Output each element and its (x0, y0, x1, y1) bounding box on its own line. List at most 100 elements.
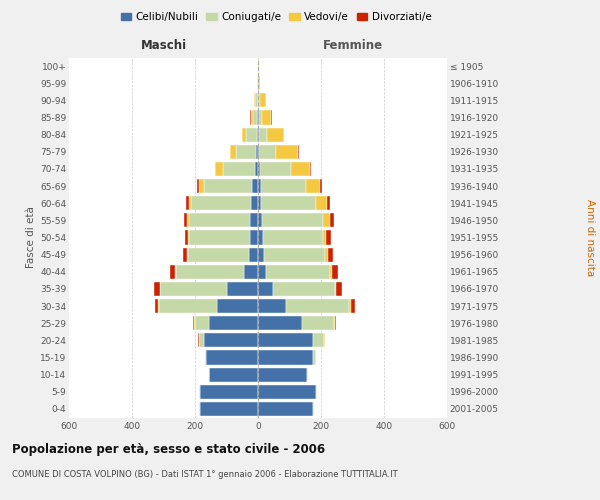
Bar (263, 248, 325, 262)
Bar (258, 248, 263, 262)
Bar (261, 196, 316, 210)
Bar (203, 179, 253, 193)
Bar (266, 265, 331, 279)
Bar (258, 368, 307, 382)
Bar (160, 282, 227, 296)
Bar (335, 282, 336, 296)
Bar (175, 265, 176, 279)
Bar (258, 230, 263, 244)
Bar (260, 179, 306, 193)
Bar (258, 196, 261, 210)
Bar (313, 334, 324, 347)
Bar (186, 196, 188, 210)
Bar (227, 282, 258, 296)
Bar (206, 350, 258, 364)
Legend: Celibi/Nubili, Coniugati/e, Vedovi/e, Divorziati/e: Celibi/Nubili, Coniugati/e, Vedovi/e, Di… (116, 8, 436, 26)
Bar (276, 145, 298, 159)
Bar (258, 162, 260, 176)
Bar (286, 299, 349, 313)
Bar (184, 214, 187, 228)
Bar (188, 196, 191, 210)
Bar (199, 402, 200, 416)
Bar (258, 214, 262, 228)
Bar (258, 316, 302, 330)
Bar (199, 179, 203, 193)
Bar (200, 402, 258, 416)
Bar (191, 196, 251, 210)
Bar (258, 59, 259, 73)
Bar (197, 179, 199, 193)
Bar (307, 368, 308, 382)
Bar (250, 230, 258, 244)
Bar (349, 299, 351, 313)
Bar (185, 230, 188, 244)
Text: COMUNE DI COSTA VOLPINO (BG) - Dati ISTAT 1° gennaio 2006 - Elaborazione TUTTITA: COMUNE DI COSTA VOLPINO (BG) - Dati ISTA… (12, 470, 398, 479)
Bar (306, 179, 320, 193)
Bar (259, 128, 266, 141)
Bar (187, 248, 188, 262)
Bar (188, 230, 250, 244)
Bar (262, 110, 271, 124)
Bar (258, 350, 313, 364)
Bar (199, 385, 200, 399)
Y-axis label: Fasce di età: Fasce di età (26, 206, 36, 268)
Bar (253, 179, 258, 193)
Bar (258, 402, 313, 416)
Bar (199, 334, 205, 347)
Bar (336, 282, 342, 296)
Bar (258, 385, 316, 399)
Bar (259, 76, 260, 90)
Bar (328, 196, 331, 210)
Bar (258, 334, 313, 347)
Bar (195, 316, 209, 330)
Bar (244, 265, 258, 279)
Bar (258, 128, 259, 141)
Bar (215, 162, 223, 176)
Bar (254, 94, 255, 108)
Bar (260, 94, 266, 108)
Bar (205, 350, 206, 364)
Bar (205, 334, 258, 347)
Bar (335, 316, 336, 330)
Bar (154, 282, 160, 296)
Bar (200, 385, 258, 399)
Bar (188, 214, 250, 228)
Text: Femmine: Femmine (322, 40, 383, 52)
Bar (259, 94, 260, 108)
Bar (209, 368, 258, 382)
Bar (257, 128, 258, 141)
Bar (253, 110, 257, 124)
Bar (316, 385, 317, 399)
Bar (313, 402, 314, 416)
Bar (259, 110, 262, 124)
Bar (334, 316, 335, 330)
Bar (324, 334, 325, 347)
Bar (263, 230, 323, 244)
Bar (258, 282, 273, 296)
Bar (159, 299, 217, 313)
Bar (325, 248, 328, 262)
Bar (256, 145, 258, 159)
Bar (255, 162, 258, 176)
Bar (257, 110, 258, 124)
Bar (187, 214, 188, 228)
Bar (271, 110, 272, 124)
Bar (255, 94, 257, 108)
Bar (291, 162, 310, 176)
Bar (323, 214, 329, 228)
Bar (298, 145, 299, 159)
Bar (223, 162, 255, 176)
Bar (316, 196, 328, 210)
Bar (310, 162, 311, 176)
Bar (158, 299, 159, 313)
Bar (302, 316, 334, 330)
Bar (230, 145, 236, 159)
Bar (193, 316, 194, 330)
Bar (246, 128, 257, 141)
Bar (328, 248, 333, 262)
Bar (251, 110, 253, 124)
Bar (188, 248, 249, 262)
Bar (198, 334, 199, 347)
Bar (176, 265, 244, 279)
Bar (258, 265, 266, 279)
